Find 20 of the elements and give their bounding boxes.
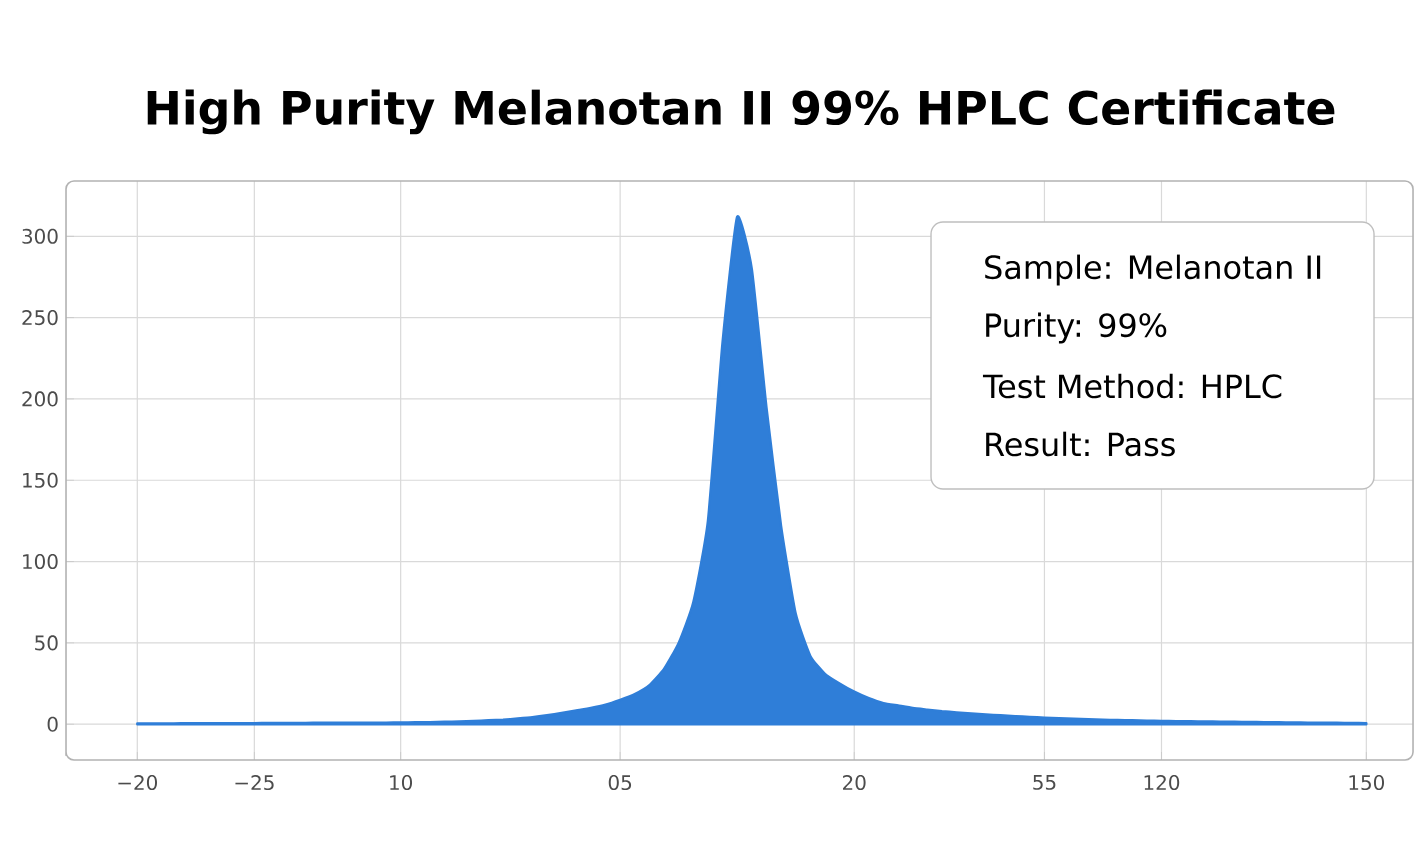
y-tick-label: 200	[22, 391, 58, 407]
y-tick-label: 0	[47, 716, 58, 732]
y-tick-label: 150	[23, 472, 58, 488]
x-tick-label: 55	[1033, 775, 1056, 790]
x-tick-label: 120	[1144, 774, 1180, 791]
chart-title: High Purity Melanotan II 99% HPLC Certificate	[147, 89, 1335, 135]
x-tick-label: −20	[118, 774, 158, 791]
annotation: Result: Pass	[986, 431, 1175, 457]
y-tick-label: 250	[22, 310, 58, 326]
x-tick-label: 10	[390, 774, 413, 791]
x-tick-label: 150	[1349, 774, 1385, 791]
x-tick-label: 05	[608, 774, 632, 791]
y-tick-label: 100	[23, 554, 58, 570]
x-tick-label: 20	[843, 774, 866, 791]
annotation: Purity: 99%	[986, 312, 1167, 344]
y-tick-label: 300	[22, 228, 58, 244]
annotation: Test Method: HPLC	[982, 373, 1282, 399]
x-tick-label: −25	[235, 774, 274, 791]
y-tick-label: 50	[35, 635, 58, 651]
annotation: Sample: Melanotan II	[985, 254, 1321, 286]
